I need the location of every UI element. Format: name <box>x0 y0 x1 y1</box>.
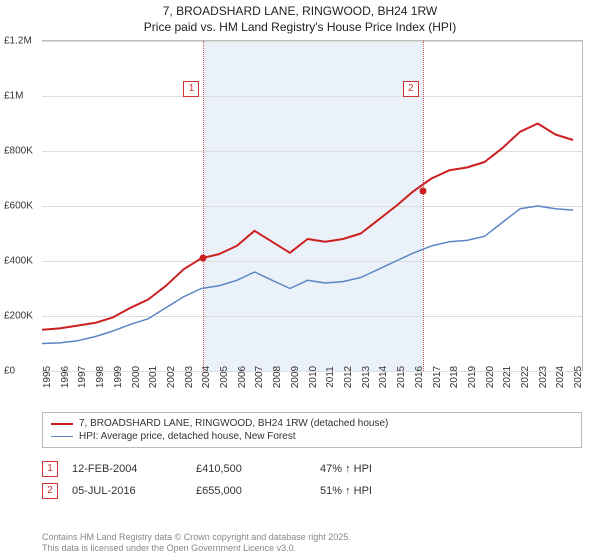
event-pct: 51% ↑ HPI <box>320 485 430 497</box>
footer-line2: This data is licensed under the Open Gov… <box>42 543 351 554</box>
legend-item: 7, BROADSHARD LANE, RINGWOOD, BH24 1RW (… <box>51 417 573 430</box>
y-axis-label: £200K <box>4 311 33 322</box>
chart-container: 7, BROADSHARD LANE, RINGWOOD, BH24 1RW P… <box>0 0 600 560</box>
y-axis-label: £600K <box>4 201 33 212</box>
legend-swatch <box>51 423 73 425</box>
event-price: £655,000 <box>196 485 306 497</box>
event-date: 05-JUL-2016 <box>72 485 182 497</box>
y-axis-label: £1M <box>4 91 23 102</box>
legend: 7, BROADSHARD LANE, RINGWOOD, BH24 1RW (… <box>42 412 582 502</box>
footer-line1: Contains HM Land Registry data © Crown c… <box>42 532 351 543</box>
legend-label: HPI: Average price, detached house, New … <box>79 431 296 442</box>
event-pct: 47% ↑ HPI <box>320 463 430 475</box>
series-price_paid <box>42 124 573 330</box>
event-row: 1 12-FEB-2004 £410,500 47% ↑ HPI <box>42 458 582 480</box>
footer: Contains HM Land Registry data © Crown c… <box>42 532 351 555</box>
y-axis-label: £0 <box>4 366 15 377</box>
title-line1: 7, BROADSHARD LANE, RINGWOOD, BH24 1RW <box>0 4 600 20</box>
legend-item: HPI: Average price, detached house, New … <box>51 430 573 443</box>
series-hpi <box>42 206 573 344</box>
y-axis-label: £400K <box>4 256 33 267</box>
line-svg <box>42 41 582 371</box>
title-line2: Price paid vs. HM Land Registry's House … <box>0 20 600 36</box>
chart-title: 7, BROADSHARD LANE, RINGWOOD, BH24 1RW P… <box>0 0 600 35</box>
y-axis-label: £800K <box>4 146 33 157</box>
event-marker-icon: 2 <box>42 483 58 499</box>
y-axis-label: £1.2M <box>4 36 32 47</box>
plot-area: £0£200K£400K£600K£800K£1M£1.2M1995199619… <box>42 40 583 371</box>
events-table: 1 12-FEB-2004 £410,500 47% ↑ HPI 2 05-JUL-201… <box>42 458 582 502</box>
legend-swatch <box>51 436 73 437</box>
event-price: £410,500 <box>196 463 306 475</box>
legend-label: 7, BROADSHARD LANE, RINGWOOD, BH24 1RW (… <box>79 418 388 429</box>
event-row: 2 05-JUL-2016 £655,000 51% ↑ HPI <box>42 480 582 502</box>
event-marker-icon: 1 <box>42 461 58 477</box>
event-date: 12-FEB-2004 <box>72 463 182 475</box>
legend-box: 7, BROADSHARD LANE, RINGWOOD, BH24 1RW (… <box>42 412 582 448</box>
